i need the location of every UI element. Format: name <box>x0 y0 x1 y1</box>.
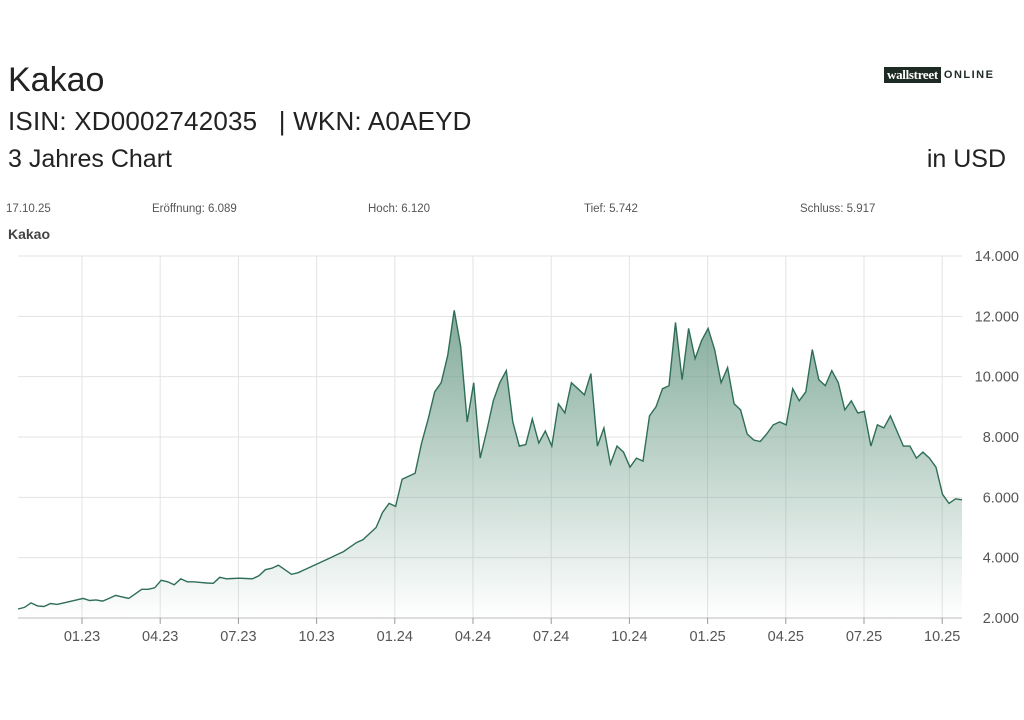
x-tick-label: 04.24 <box>455 629 491 645</box>
x-tick-label: 04.23 <box>142 629 178 645</box>
y-tick-label: 6.000 <box>983 490 1019 506</box>
y-tick-label: 10.000 <box>975 370 1019 386</box>
price-line <box>17 310 963 610</box>
logo-suffix: ONLINE <box>943 69 995 81</box>
x-tick-label: 01.23 <box>64 629 100 645</box>
series-label: Kakao <box>8 226 51 242</box>
x-tick-label: 10.25 <box>924 629 960 645</box>
stats-low: Tief: 5.742 <box>584 203 638 215</box>
stats-high: Hoch: 6.120 <box>368 203 431 215</box>
x-axis: 01.23 04.23 07.23 10.23 01.24 04.24 07.24 10.24… <box>64 618 960 645</box>
stats-open: Eröffnung: 6.089 <box>152 203 237 215</box>
y-tick-label: 14.000 <box>975 249 1019 265</box>
chart-period-label: 3 Jahres Chart <box>8 145 172 173</box>
x-tick-label: 07.25 <box>846 629 882 645</box>
wkn-label: | WKN: A0AEYD <box>278 106 472 136</box>
logo-brand: wallstreet <box>884 67 941 83</box>
x-tick-label: 07.23 <box>220 629 256 645</box>
y-axis: 2.000 4.000 6.000 8.000 10.000 12.000 14.000 <box>975 249 1019 627</box>
identifier-line: ISIN: XD0002742035 | WKN: A0AEYD <box>8 104 472 138</box>
price-area <box>18 310 962 618</box>
ohlc-stats-bar: 17.10.25 Eröffnung: 6.089 Hoch: 6.120 Ti… <box>6 203 966 219</box>
stats-close: Schluss: 5.917 <box>800 203 876 215</box>
x-tick-label: 04.25 <box>768 629 804 645</box>
currency-label: in USD <box>926 145 1006 173</box>
page-title: Kakao <box>8 61 105 99</box>
stats-date: 17.10.25 <box>6 203 51 215</box>
y-tick-label: 4.000 <box>983 551 1019 567</box>
x-tick-label: 07.24 <box>533 629 569 645</box>
x-tick-label: 01.24 <box>377 629 413 645</box>
y-tick-label: 2.000 <box>983 611 1019 627</box>
x-tick-label: 01.25 <box>689 629 725 645</box>
x-tick-label: 10.24 <box>611 629 647 645</box>
y-tick-label: 12.000 <box>975 309 1019 325</box>
wallstreet-online-logo: wallstreet ONLINE <box>884 66 994 84</box>
x-tick-label: 10.23 <box>298 629 334 645</box>
isin-label: ISIN: XD0002742035 <box>8 106 258 136</box>
y-tick-label: 8.000 <box>983 430 1019 446</box>
